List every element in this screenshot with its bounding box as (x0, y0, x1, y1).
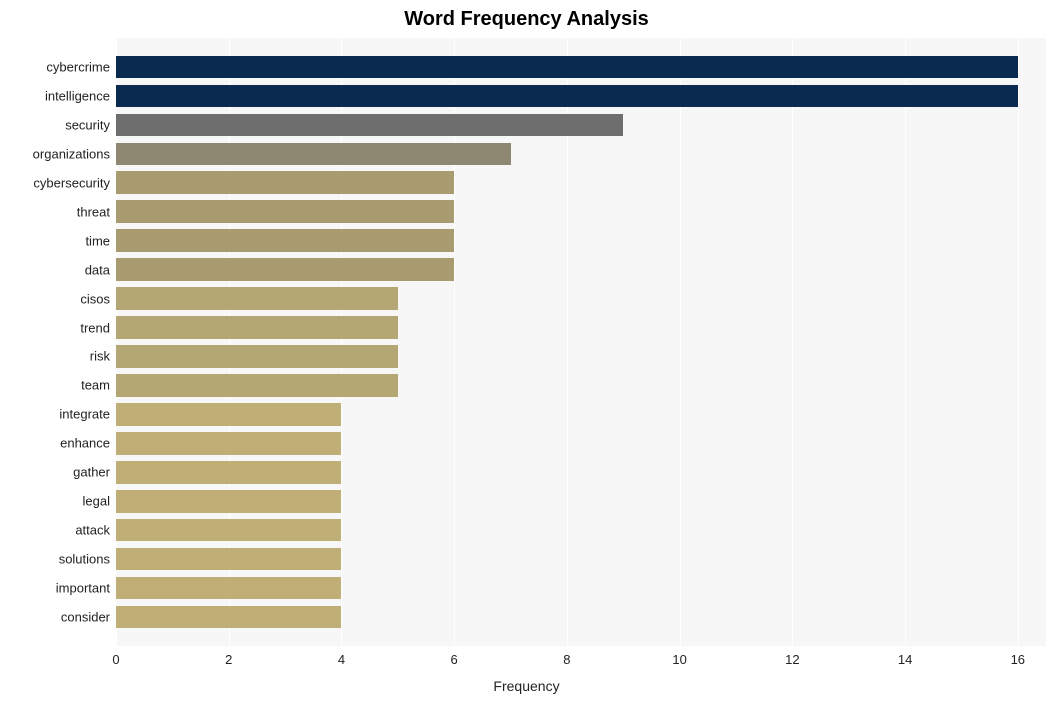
x-axis-label: Frequency (0, 678, 1053, 694)
y-tick-label: data (85, 262, 116, 277)
y-tick-label: consider (61, 610, 116, 625)
x-tick-label: 16 (1011, 646, 1025, 667)
y-tick-label: cybersecurity (33, 175, 116, 190)
bar (116, 287, 398, 310)
y-tick-label: attack (75, 523, 116, 538)
y-tick-label: threat (77, 204, 116, 219)
x-tick-label: 14 (898, 646, 912, 667)
chart-title: Word Frequency Analysis (0, 8, 1053, 31)
y-tick-label: cybercrime (46, 59, 116, 74)
x-tick-label: 10 (672, 646, 686, 667)
bar (116, 56, 1018, 79)
y-tick-label: trend (80, 320, 116, 335)
x-tick-label: 4 (338, 646, 345, 667)
bar (116, 403, 341, 426)
y-tick-label: intelligence (45, 88, 116, 103)
y-tick-label: enhance (60, 436, 116, 451)
y-tick-label: organizations (33, 146, 116, 161)
gridline (792, 38, 793, 646)
gridline (1018, 38, 1019, 646)
bar (116, 143, 511, 166)
y-tick-label: team (81, 378, 116, 393)
y-tick-label: important (56, 581, 116, 596)
bar (116, 490, 341, 513)
bar (116, 85, 1018, 108)
bar (116, 606, 341, 629)
bar (116, 229, 454, 252)
x-tick-label: 12 (785, 646, 799, 667)
bar (116, 258, 454, 281)
bar (116, 461, 341, 484)
y-tick-label: integrate (59, 407, 116, 422)
plot-area: 0246810121416cybercrimeintelligencesecur… (116, 38, 1046, 646)
bar (116, 345, 398, 368)
bar (116, 114, 623, 137)
y-tick-label: risk (90, 349, 116, 364)
bar (116, 316, 398, 339)
y-tick-label: cisos (80, 291, 116, 306)
bar (116, 171, 454, 194)
x-tick-label: 2 (225, 646, 232, 667)
bar (116, 519, 341, 542)
bar (116, 432, 341, 455)
y-tick-label: legal (83, 494, 116, 509)
y-tick-label: security (65, 117, 116, 132)
bar (116, 548, 341, 571)
x-tick-label: 0 (112, 646, 119, 667)
gridline (680, 38, 681, 646)
bar (116, 200, 454, 223)
y-tick-label: time (85, 233, 116, 248)
y-tick-label: solutions (59, 552, 116, 567)
y-tick-label: gather (73, 465, 116, 480)
bar (116, 577, 341, 600)
gridline (905, 38, 906, 646)
bar (116, 374, 398, 397)
chart-container: Word Frequency Analysis 0246810121416cyb… (0, 0, 1053, 701)
x-tick-label: 8 (563, 646, 570, 667)
x-tick-label: 6 (451, 646, 458, 667)
